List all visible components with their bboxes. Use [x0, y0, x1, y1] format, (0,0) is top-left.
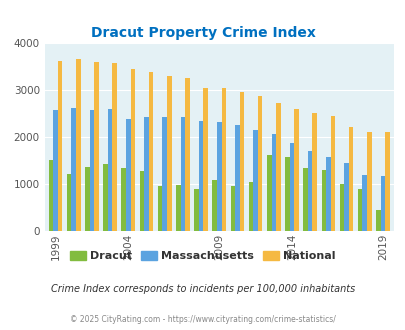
- Bar: [275, 103, 280, 231]
- Bar: [198, 121, 203, 231]
- Bar: [253, 130, 257, 231]
- Bar: [330, 116, 335, 231]
- Bar: [362, 175, 366, 231]
- Bar: [76, 59, 80, 231]
- Text: Dracut Property Crime Index: Dracut Property Crime Index: [90, 26, 315, 40]
- Bar: [216, 122, 221, 231]
- Bar: [94, 62, 98, 231]
- Bar: [257, 96, 262, 231]
- Bar: [130, 69, 135, 231]
- Bar: [289, 143, 294, 231]
- Bar: [303, 168, 307, 231]
- Bar: [103, 164, 108, 231]
- Bar: [284, 157, 289, 231]
- Bar: [162, 117, 166, 231]
- Text: Crime Index corresponds to incidents per 100,000 inhabitants: Crime Index corresponds to incidents per…: [51, 284, 354, 294]
- Bar: [185, 78, 189, 231]
- Bar: [49, 159, 53, 231]
- Bar: [343, 163, 348, 231]
- Bar: [203, 88, 207, 231]
- Bar: [85, 167, 90, 231]
- Text: © 2025 CityRating.com - https://www.cityrating.com/crime-statistics/: © 2025 CityRating.com - https://www.city…: [70, 315, 335, 324]
- Bar: [271, 134, 275, 231]
- Bar: [67, 174, 71, 231]
- Bar: [166, 76, 171, 231]
- Bar: [366, 132, 371, 231]
- Bar: [230, 186, 234, 231]
- Bar: [384, 132, 389, 231]
- Bar: [112, 63, 117, 231]
- Bar: [139, 171, 144, 231]
- Bar: [307, 151, 312, 231]
- Bar: [266, 155, 271, 231]
- Bar: [53, 110, 58, 231]
- Bar: [312, 114, 316, 231]
- Bar: [294, 109, 298, 231]
- Bar: [90, 110, 94, 231]
- Bar: [176, 185, 180, 231]
- Legend: Dracut, Massachusetts, National: Dracut, Massachusetts, National: [66, 247, 339, 266]
- Bar: [144, 117, 148, 231]
- Bar: [357, 189, 362, 231]
- Bar: [108, 109, 112, 231]
- Bar: [234, 125, 239, 231]
- Bar: [194, 189, 198, 231]
- Bar: [71, 108, 76, 231]
- Bar: [325, 157, 330, 231]
- Bar: [212, 180, 216, 231]
- Bar: [339, 183, 343, 231]
- Bar: [58, 61, 62, 231]
- Bar: [239, 92, 244, 231]
- Bar: [375, 210, 380, 231]
- Bar: [348, 127, 352, 231]
- Bar: [126, 119, 130, 231]
- Bar: [321, 170, 325, 231]
- Bar: [380, 176, 384, 231]
- Bar: [121, 168, 126, 231]
- Bar: [148, 72, 153, 231]
- Bar: [180, 117, 185, 231]
- Bar: [248, 182, 253, 231]
- Bar: [158, 186, 162, 231]
- Bar: [221, 87, 226, 231]
